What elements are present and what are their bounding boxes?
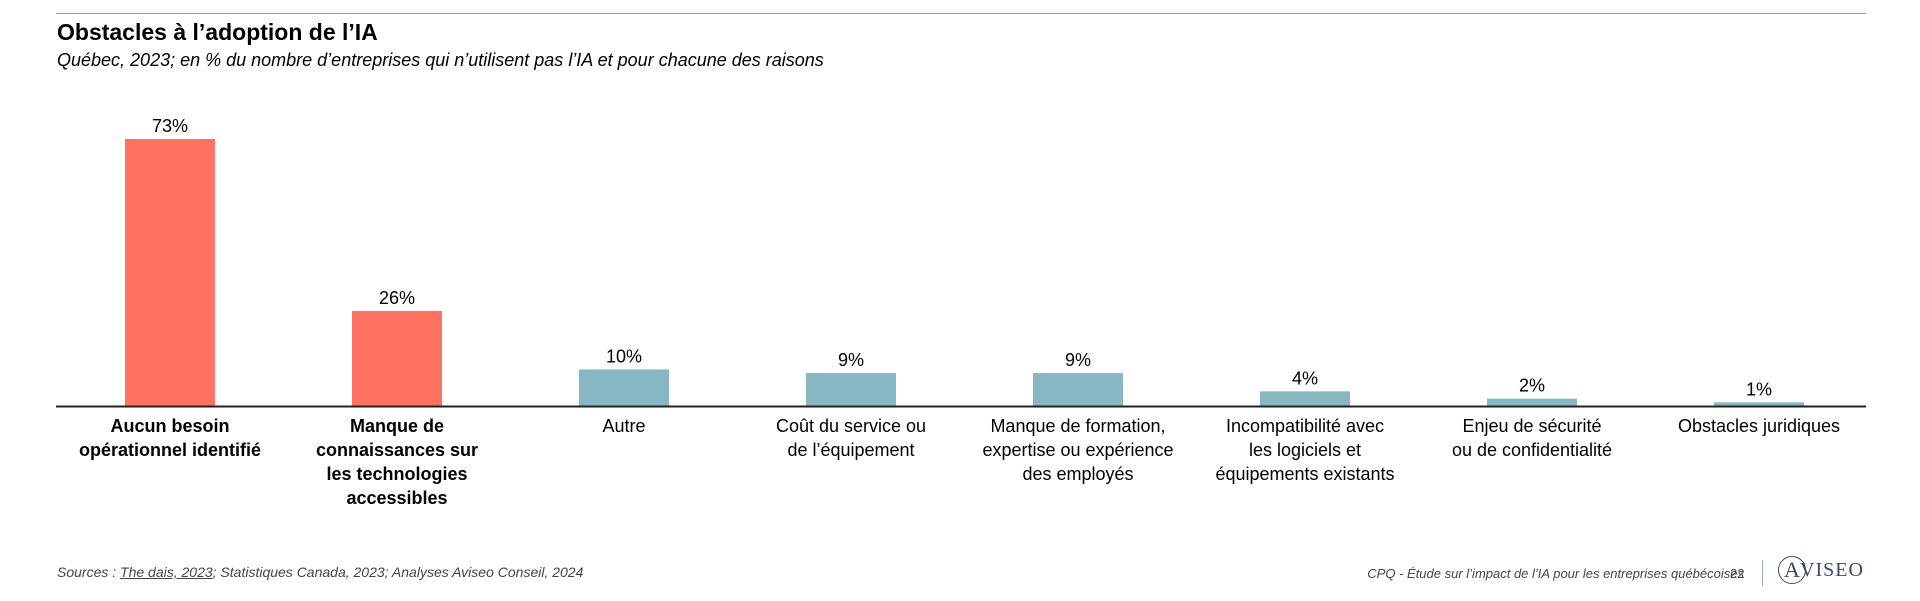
category-label-line: les technologies [326, 464, 468, 484]
bar-3 [579, 369, 669, 406]
top-rule [56, 13, 1866, 14]
category-label-1: Aucun besoin opérationnel identifié [60, 414, 280, 462]
bar-7 [1487, 398, 1577, 406]
bar-2 [352, 310, 442, 406]
logo-text: VISEO [1800, 558, 1864, 581]
sources-prefix: Sources : [57, 564, 121, 580]
data-label-4: 9% [838, 350, 864, 370]
category-label-line: équipements existants [1215, 464, 1395, 484]
bar-5 [1033, 373, 1123, 406]
category-label-3: Autre [514, 414, 734, 438]
chart-subtitle: Québec, 2023; en % du nombre d’entrepris… [57, 50, 824, 70]
category-label-line: Incompatibilité avec [1225, 416, 1385, 436]
chart-title: Obstacles à l’adoption de l’IA [57, 19, 378, 45]
page-number: 22 [1730, 566, 1745, 581]
category-label-8: Obstacles juridiques [1649, 414, 1869, 438]
category-label-6: Incompatibilité avec les logiciels et équi… [1195, 414, 1415, 486]
data-label-6: 4% [1292, 368, 1318, 388]
category-label-line: Coût du service ou [775, 416, 927, 436]
bar-4 [806, 373, 896, 406]
data-label-2: 26% [379, 288, 415, 308]
category-label-line: ou de confidentialité [1451, 440, 1613, 460]
logo-initial: A [1778, 556, 1806, 584]
category-label-line: Manque de [349, 416, 444, 436]
data-label-8: 1% [1746, 379, 1772, 399]
category-label-2: Manque de connaissances sur les technologi… [287, 414, 507, 510]
category-label-line: des employés [1022, 464, 1134, 484]
aviseo-logo: AVISEO [1778, 556, 1864, 588]
footer-separator [1762, 560, 1763, 586]
category-label-line: Enjeu de sécurité [1462, 416, 1602, 436]
bar-8 [1714, 402, 1804, 406]
category-label-4: Coût du service ou de l’équipement [741, 414, 961, 462]
document-title: CPQ - Étude sur l’impact de l’IA pour le… [1367, 566, 1744, 581]
sources-link[interactable]: The dais, 2023 [120, 564, 213, 580]
category-label-line: Manque de formation, [990, 416, 1166, 436]
bar-6 [1260, 391, 1350, 406]
category-label-line: de l’équipement [787, 440, 915, 460]
category-label-line: Aucun besoin [110, 416, 230, 436]
data-label-3: 10% [606, 346, 642, 366]
data-label-1: 73% [152, 116, 188, 136]
category-label-5: Manque de formation, expertise ou expérie… [968, 414, 1188, 486]
category-label-line: Autre [602, 416, 646, 436]
category-label-line: connaissances sur [315, 440, 479, 460]
category-label-7: Enjeu de sécurité ou de confidentialité [1422, 414, 1642, 462]
sources-note: Sources : The dais, 2023; Statistiques C… [57, 564, 583, 580]
data-label-5: 9% [1065, 350, 1091, 370]
category-label-line: opérationnel identifié [78, 440, 261, 460]
category-label-line: expertise ou expérience [982, 440, 1174, 460]
category-label-line: Obstacles juridiques [1677, 416, 1841, 436]
category-label-line: les logiciels et [1248, 440, 1362, 460]
data-label-7: 2% [1519, 376, 1545, 396]
category-label-line: accessibles [346, 488, 448, 508]
bar-1 [125, 139, 215, 406]
sources-rest: ; Statistiques Canada, 2023; Analyses Av… [212, 564, 584, 580]
